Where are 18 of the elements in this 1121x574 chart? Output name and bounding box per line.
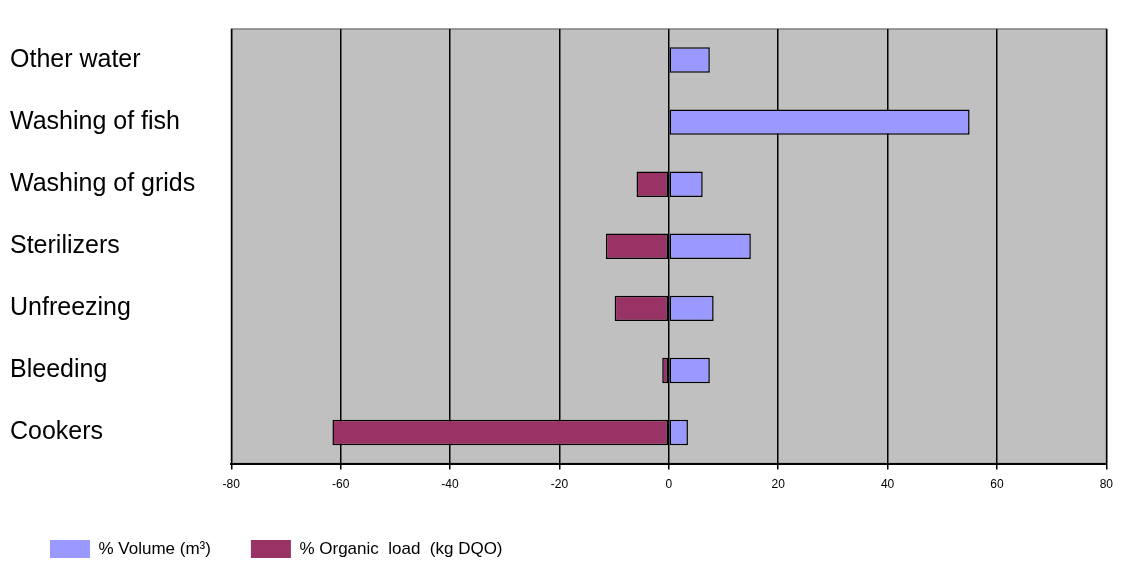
- legend-label: % Organic load (kg DQO): [299, 538, 503, 558]
- y-tick-label: Washing of fish: [10, 106, 180, 135]
- x-tick-label: -20: [550, 477, 569, 492]
- y-tick-label: Bleeding: [10, 354, 108, 383]
- y-tick-label: Sterilizers: [10, 230, 120, 259]
- y-tick-label: Other water: [10, 43, 141, 72]
- x-tick-label: -40: [441, 477, 460, 492]
- x-tick-label: 20: [771, 477, 786, 492]
- x-tick-label: 40: [880, 477, 895, 492]
- x-tick-label: 0: [665, 477, 673, 492]
- y-tick-label: Cookers: [10, 416, 104, 445]
- y-tick-label: Washing of grids: [10, 168, 196, 197]
- x-tick-label: 60: [990, 477, 1004, 492]
- x-tick-label: -60: [331, 477, 350, 492]
- x-tick-label: -80: [222, 477, 241, 492]
- legend-label: % Volume (m³): [98, 538, 211, 558]
- x-tick-label: 80: [1099, 477, 1114, 492]
- y-tick-label: Unfreezing: [10, 292, 131, 321]
